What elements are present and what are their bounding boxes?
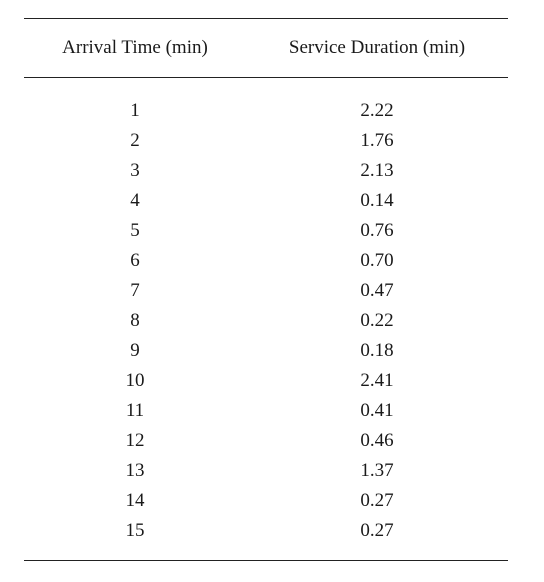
table-row: 1 2.22 <box>24 96 508 126</box>
cell-arrival-time: 9 <box>130 340 140 361</box>
table-row: 14 0.27 <box>24 486 508 516</box>
cell-arrival-time: 6 <box>130 250 140 271</box>
cell-service-duration: 0.47 <box>360 280 394 301</box>
cell-arrival-time: 13 <box>125 460 145 481</box>
cell-service-duration: 0.41 <box>360 400 394 421</box>
cell-arrival-time: 15 <box>125 520 145 541</box>
cell-service-duration: 0.18 <box>360 340 394 361</box>
data-table: Arrival Time (min) Service Duration (min… <box>24 18 508 561</box>
cell-arrival-time: 7 <box>130 280 140 301</box>
table-row: 11 0.41 <box>24 396 508 426</box>
table-row: 2 1.76 <box>24 126 508 156</box>
cell-service-duration: 2.41 <box>360 370 394 391</box>
header-service-duration: Service Duration (min) <box>288 37 466 58</box>
cell-service-duration: 2.22 <box>360 100 394 121</box>
cell-service-duration: 0.27 <box>360 490 394 511</box>
cell-service-duration: 0.27 <box>360 520 394 541</box>
cell-service-duration: 0.46 <box>360 430 394 451</box>
table-row: 9 0.18 <box>24 336 508 366</box>
table-row: 8 0.22 <box>24 306 508 336</box>
table-row: 3 2.13 <box>24 156 508 186</box>
header-arrival-time: Arrival Time (min) <box>62 37 208 58</box>
cell-arrival-time: 3 <box>130 160 140 181</box>
cell-arrival-time: 8 <box>130 310 140 331</box>
cell-service-duration: 0.76 <box>360 220 394 241</box>
table-header-rule <box>24 77 508 78</box>
cell-service-duration: 0.70 <box>360 250 394 271</box>
table-row: 12 0.46 <box>24 426 508 456</box>
table-row: 4 0.14 <box>24 186 508 216</box>
table-row: 15 0.27 <box>24 516 508 546</box>
table-row: 10 2.41 <box>24 366 508 396</box>
table-header-row: Arrival Time (min) Service Duration (min… <box>24 19 508 77</box>
table-top-rule <box>24 18 508 19</box>
cell-service-duration: 1.76 <box>360 130 394 151</box>
cell-arrival-time: 1 <box>130 100 140 121</box>
table-row: 6 0.70 <box>24 246 508 276</box>
cell-service-duration: 1.37 <box>360 460 394 481</box>
cell-arrival-time: 10 <box>125 370 145 391</box>
cell-arrival-time: 14 <box>125 490 145 511</box>
cell-service-duration: 0.22 <box>360 310 394 331</box>
cell-arrival-time: 4 <box>130 190 140 211</box>
cell-arrival-time: 2 <box>130 130 140 151</box>
table-row: 5 0.76 <box>24 216 508 246</box>
table-row: 13 1.37 <box>24 456 508 486</box>
cell-service-duration: 2.13 <box>360 160 394 181</box>
table-body: 1 2.22 2 1.76 3 2.13 4 0.14 5 0.76 6 0.70 7 0.47 8 0.22… <box>24 78 508 560</box>
cell-arrival-time: 5 <box>130 220 140 241</box>
cell-service-duration: 0.14 <box>360 190 394 211</box>
table-row: 7 0.47 <box>24 276 508 306</box>
table-bottom-rule <box>24 560 508 561</box>
cell-arrival-time: 11 <box>125 400 145 421</box>
cell-arrival-time: 12 <box>125 430 145 451</box>
